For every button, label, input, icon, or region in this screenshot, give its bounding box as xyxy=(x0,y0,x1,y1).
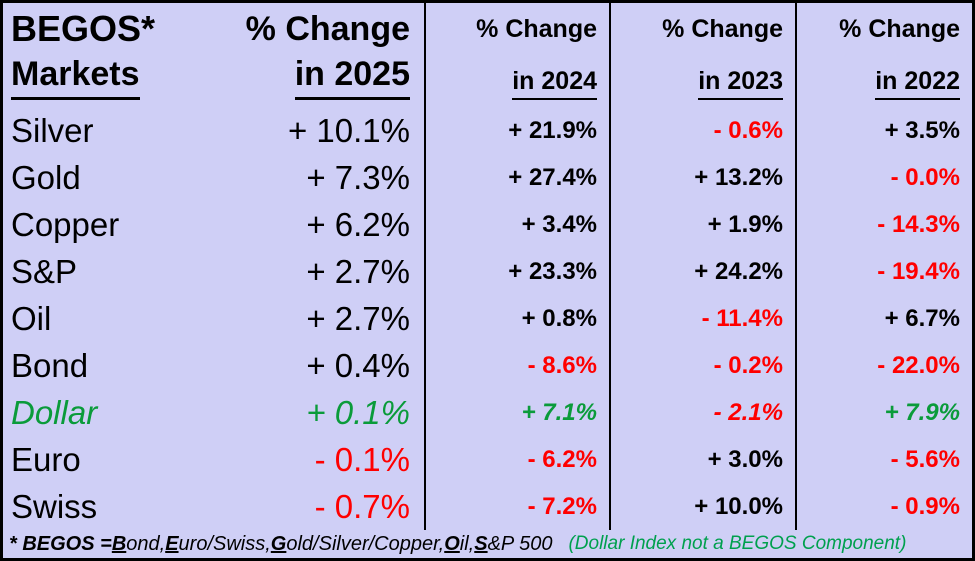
value-2024: + 0.8% xyxy=(424,295,609,342)
value-2023: + 1.9% xyxy=(609,201,795,248)
value-2023: + 10.0% xyxy=(609,483,795,530)
value-2025: + 10.1% xyxy=(287,111,410,149)
footnote-cap-o: O xyxy=(444,532,460,555)
value-2024: + 3.4% xyxy=(424,201,609,248)
col-header-2024-line1: % Change xyxy=(424,3,609,55)
value-2023: + 3.0% xyxy=(609,436,795,483)
in-2023-label: in 2023 xyxy=(698,67,783,100)
col-header-2022-line2: in 2022 xyxy=(795,55,972,108)
footnote-rest-sp: &P 500 xyxy=(487,532,553,555)
col-header-2025-line2: in 2025 xyxy=(208,55,424,108)
table-row-bond: Bond + 0.4% - 8.6% - 0.2% - 22.0% xyxy=(3,342,972,389)
footnote-lead: * BEGOS = xyxy=(9,532,112,555)
table-row-copper: Copper + 6.2% + 3.4% + 1.9% - 14.3% xyxy=(3,201,972,248)
value-2024: - 6.2% xyxy=(424,436,609,483)
market-label: Silver xyxy=(11,111,94,149)
value-2025: - 0.7% xyxy=(314,487,410,525)
value-2025: + 6.2% xyxy=(306,205,410,243)
footnote-rest-bond: ond, xyxy=(126,532,166,555)
value-2022: - 0.0% xyxy=(795,154,972,201)
value-2022: + 7.9% xyxy=(795,389,972,436)
value-2023: - 0.2% xyxy=(609,342,795,389)
col-header-2023-line1: % Change xyxy=(609,3,795,55)
value-2025: + 0.4% xyxy=(306,346,410,384)
value-2024: + 27.4% xyxy=(424,154,609,201)
header-row-2: Markets in 2025 in 2024 in 2023 in 2022 xyxy=(3,55,972,108)
value-2025: + 0.1% xyxy=(306,393,410,431)
market-label: Euro xyxy=(11,440,81,478)
table-row-sp: S&P + 2.7% + 23.3% + 24.2% - 19.4% xyxy=(3,248,972,295)
table-row-silver: Silver + 10.1% + 21.9% - 0.6% + 3.5% xyxy=(3,107,972,154)
table-row-oil: Oil + 2.7% + 0.8% - 11.4% + 6.7% xyxy=(3,295,972,342)
market-label: Dollar xyxy=(11,393,98,431)
value-2024: + 7.1% xyxy=(424,389,609,436)
col-header-2022-line1: % Change xyxy=(795,3,972,55)
in-2025-label: in 2025 xyxy=(294,55,410,100)
header-row-1: BEGOS* % Change % Change % Change % Chan… xyxy=(3,3,972,55)
value-2024: + 23.3% xyxy=(424,248,609,295)
value-2025: + 7.3% xyxy=(306,158,410,196)
market-label: S&P xyxy=(11,252,78,290)
market-label: Oil xyxy=(11,299,52,337)
value-2023: - 2.1% xyxy=(609,389,795,436)
table-row-euro: Euro - 0.1% - 6.2% + 3.0% - 5.6% xyxy=(3,436,972,483)
value-2022: - 14.3% xyxy=(795,201,972,248)
footnote-cap-e: E xyxy=(165,532,179,555)
value-2022: - 22.0% xyxy=(795,342,972,389)
footnote-rest-euro: uro/Swiss, xyxy=(178,532,271,555)
value-2025: + 2.7% xyxy=(306,299,410,337)
value-2022: - 19.4% xyxy=(795,248,972,295)
col-header-2024-line2: in 2024 xyxy=(424,55,609,108)
col-header-2023-line2: in 2023 xyxy=(609,55,795,108)
market-label: Gold xyxy=(11,158,81,196)
markets-label: Markets xyxy=(11,55,140,100)
market-label: Swiss xyxy=(11,487,98,525)
table-subtitle: Markets xyxy=(3,55,208,108)
footnote-rest-gold: old/Silver/Copper, xyxy=(286,532,445,555)
market-label: Bond xyxy=(11,346,89,384)
footnote-rest-oil: il, xyxy=(459,532,475,555)
table-title: BEGOS* xyxy=(11,8,156,49)
value-2024: - 7.2% xyxy=(424,483,609,530)
value-2024: - 8.6% xyxy=(424,342,609,389)
value-2023: - 11.4% xyxy=(609,295,795,342)
footnote-cap-g: G xyxy=(270,532,287,555)
value-2023: + 13.2% xyxy=(609,154,795,201)
table-row-dollar: Dollar + 0.1% + 7.1% - 2.1% + 7.9% xyxy=(3,389,972,436)
footnote-dollar-note: (Dollar Index not a BEGOS Component) xyxy=(568,533,907,554)
value-2022: + 3.5% xyxy=(795,107,972,154)
col-header-2025-line1: % Change xyxy=(245,9,410,48)
value-2022: - 0.9% xyxy=(795,483,972,530)
value-2025: + 2.7% xyxy=(306,252,410,290)
table-row-gold: Gold + 7.3% + 27.4% + 13.2% - 0.0% xyxy=(3,154,972,201)
in-2024-label: in 2024 xyxy=(512,67,597,100)
footnote-cap-b: B xyxy=(111,532,127,555)
value-2024: + 21.9% xyxy=(424,107,609,154)
value-2025: - 0.1% xyxy=(314,440,410,478)
value-2022: + 6.7% xyxy=(795,295,972,342)
value-2023: + 24.2% xyxy=(609,248,795,295)
footnote-cap-s: S xyxy=(474,532,488,555)
value-2022: - 5.6% xyxy=(795,436,972,483)
market-label: Copper xyxy=(11,205,120,243)
value-2023: - 0.6% xyxy=(609,107,795,154)
table-row-swiss: Swiss - 0.7% - 7.2% + 10.0% - 0.9% xyxy=(3,483,972,530)
in-2022-label: in 2022 xyxy=(875,67,960,100)
